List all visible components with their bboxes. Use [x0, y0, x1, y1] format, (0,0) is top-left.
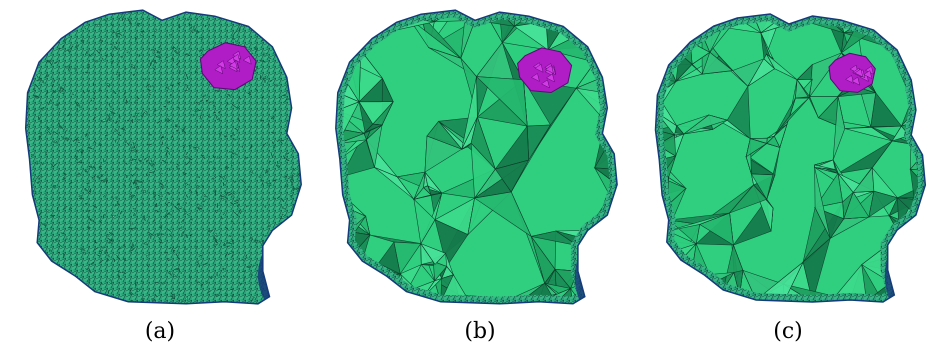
caption-a: (a): [144, 319, 176, 344]
panel-c-tumor-region: [828, 52, 876, 93]
panel-a-fine-mesh: [24, 9, 302, 305]
caption-c: (c): [773, 319, 803, 344]
panel-c-medium-mesh: [654, 13, 927, 303]
panel-b-coarse-mesh: [335, 9, 618, 305]
panel-a-tumor-region: [199, 42, 257, 91]
panel-b-tumor-region: [517, 47, 573, 94]
caption-b: (b): [464, 319, 496, 344]
